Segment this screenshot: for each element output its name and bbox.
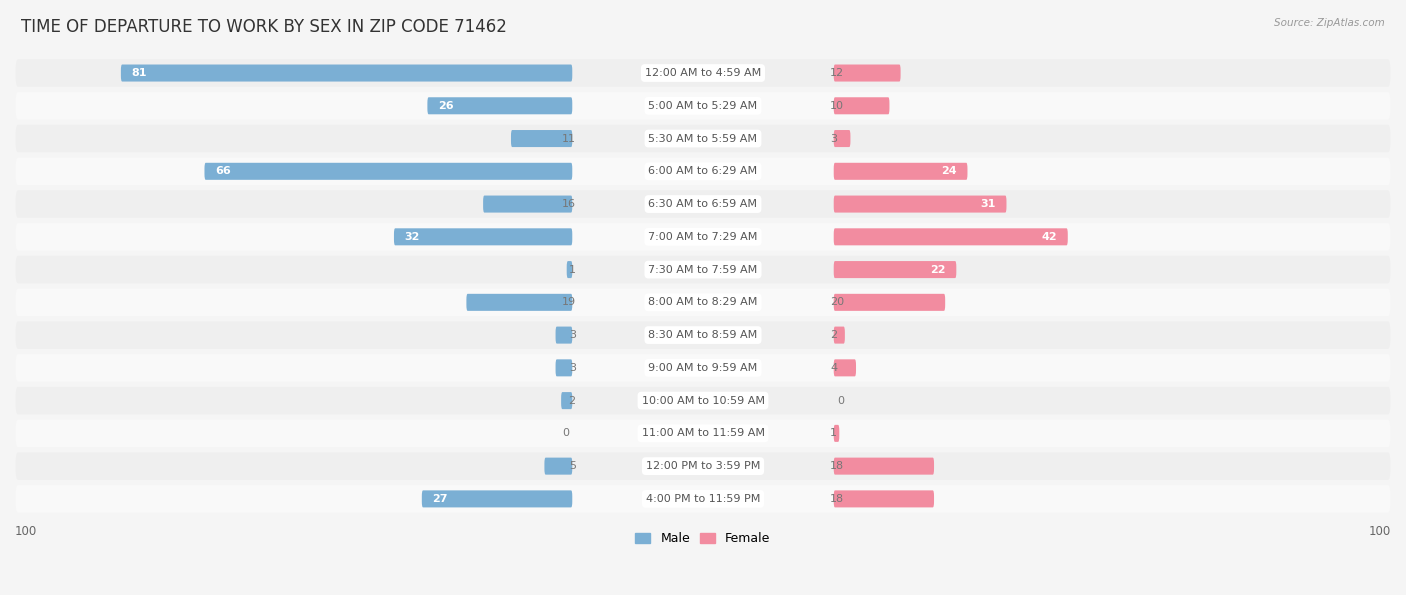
FancyBboxPatch shape	[555, 327, 572, 344]
FancyBboxPatch shape	[834, 294, 945, 311]
Text: 9:00 AM to 9:59 AM: 9:00 AM to 9:59 AM	[648, 363, 758, 373]
FancyBboxPatch shape	[394, 228, 572, 245]
Text: 3: 3	[568, 363, 575, 373]
Text: 24: 24	[942, 167, 957, 176]
Text: 4:00 PM to 11:59 PM: 4:00 PM to 11:59 PM	[645, 494, 761, 504]
FancyBboxPatch shape	[834, 458, 934, 475]
Text: 66: 66	[215, 167, 231, 176]
FancyBboxPatch shape	[15, 92, 1391, 120]
FancyBboxPatch shape	[567, 261, 572, 278]
Text: 18: 18	[831, 461, 845, 471]
FancyBboxPatch shape	[15, 485, 1391, 513]
Text: 11:00 AM to 11:59 AM: 11:00 AM to 11:59 AM	[641, 428, 765, 439]
FancyBboxPatch shape	[427, 97, 572, 114]
Text: 18: 18	[831, 494, 845, 504]
FancyBboxPatch shape	[204, 163, 572, 180]
FancyBboxPatch shape	[15, 158, 1391, 185]
FancyBboxPatch shape	[15, 256, 1391, 283]
Text: 10: 10	[831, 101, 844, 111]
Text: 16: 16	[562, 199, 575, 209]
FancyBboxPatch shape	[467, 294, 572, 311]
FancyBboxPatch shape	[834, 359, 856, 377]
Text: 2: 2	[568, 396, 575, 406]
Text: 27: 27	[432, 494, 447, 504]
Text: 3: 3	[831, 133, 838, 143]
Text: 5:30 AM to 5:59 AM: 5:30 AM to 5:59 AM	[648, 133, 758, 143]
FancyBboxPatch shape	[15, 321, 1391, 349]
Text: 8:30 AM to 8:59 AM: 8:30 AM to 8:59 AM	[648, 330, 758, 340]
FancyBboxPatch shape	[15, 387, 1391, 414]
Text: 26: 26	[437, 101, 453, 111]
FancyBboxPatch shape	[15, 60, 1391, 87]
Text: 32: 32	[405, 232, 419, 242]
FancyBboxPatch shape	[15, 190, 1391, 218]
FancyBboxPatch shape	[484, 196, 572, 212]
Text: 19: 19	[561, 298, 575, 308]
Text: 12: 12	[831, 68, 845, 78]
FancyBboxPatch shape	[834, 327, 845, 344]
Text: 20: 20	[831, 298, 845, 308]
FancyBboxPatch shape	[510, 130, 572, 147]
Text: 10:00 AM to 10:59 AM: 10:00 AM to 10:59 AM	[641, 396, 765, 406]
Text: 6:30 AM to 6:59 AM: 6:30 AM to 6:59 AM	[648, 199, 758, 209]
Text: 1: 1	[831, 428, 838, 439]
Text: 4: 4	[831, 363, 838, 373]
Text: 81: 81	[131, 68, 146, 78]
FancyBboxPatch shape	[15, 419, 1391, 447]
Text: 3: 3	[568, 330, 575, 340]
Text: 11: 11	[562, 133, 575, 143]
Text: 42: 42	[1042, 232, 1057, 242]
FancyBboxPatch shape	[834, 228, 1067, 245]
FancyBboxPatch shape	[834, 425, 839, 442]
FancyBboxPatch shape	[121, 64, 572, 82]
Text: 2: 2	[831, 330, 838, 340]
Text: 12:00 PM to 3:59 PM: 12:00 PM to 3:59 PM	[645, 461, 761, 471]
FancyBboxPatch shape	[834, 130, 851, 147]
FancyBboxPatch shape	[15, 223, 1391, 250]
Text: 6:00 AM to 6:29 AM: 6:00 AM to 6:29 AM	[648, 167, 758, 176]
Text: TIME OF DEPARTURE TO WORK BY SEX IN ZIP CODE 71462: TIME OF DEPARTURE TO WORK BY SEX IN ZIP …	[21, 18, 508, 36]
Text: 1: 1	[568, 265, 575, 274]
Text: 7:30 AM to 7:59 AM: 7:30 AM to 7:59 AM	[648, 265, 758, 274]
FancyBboxPatch shape	[834, 163, 967, 180]
FancyBboxPatch shape	[15, 452, 1391, 480]
FancyBboxPatch shape	[15, 354, 1391, 381]
Text: 31: 31	[981, 199, 997, 209]
FancyBboxPatch shape	[544, 458, 572, 475]
FancyBboxPatch shape	[834, 64, 901, 82]
Text: 0: 0	[562, 428, 569, 439]
FancyBboxPatch shape	[834, 261, 956, 278]
Text: 100: 100	[15, 525, 37, 538]
FancyBboxPatch shape	[15, 125, 1391, 152]
Text: 5:00 AM to 5:29 AM: 5:00 AM to 5:29 AM	[648, 101, 758, 111]
Text: 12:00 AM to 4:59 AM: 12:00 AM to 4:59 AM	[645, 68, 761, 78]
FancyBboxPatch shape	[834, 490, 934, 508]
FancyBboxPatch shape	[15, 289, 1391, 316]
Text: 100: 100	[1369, 525, 1391, 538]
Text: 8:00 AM to 8:29 AM: 8:00 AM to 8:29 AM	[648, 298, 758, 308]
Text: Source: ZipAtlas.com: Source: ZipAtlas.com	[1274, 18, 1385, 28]
Legend: Male, Female: Male, Female	[630, 527, 776, 550]
Text: 0: 0	[837, 396, 844, 406]
FancyBboxPatch shape	[422, 490, 572, 508]
FancyBboxPatch shape	[834, 97, 890, 114]
FancyBboxPatch shape	[555, 359, 572, 377]
FancyBboxPatch shape	[561, 392, 572, 409]
FancyBboxPatch shape	[834, 196, 1007, 212]
Text: 5: 5	[568, 461, 575, 471]
Text: 22: 22	[931, 265, 946, 274]
Text: 7:00 AM to 7:29 AM: 7:00 AM to 7:29 AM	[648, 232, 758, 242]
